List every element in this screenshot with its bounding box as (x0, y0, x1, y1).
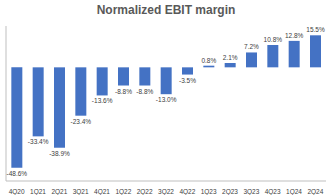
svg-text:-38.9%: -38.9% (49, 150, 70, 157)
svg-text:10.8%: 10.8% (264, 36, 283, 43)
svg-text:-8.8%: -8.8% (115, 88, 132, 95)
svg-text:-48.6%: -48.6% (8, 170, 27, 177)
svg-text:7.2%: 7.2% (244, 43, 259, 50)
svg-text:3Q23: 3Q23 (243, 188, 259, 195)
svg-text:2Q21: 2Q21 (51, 188, 67, 195)
svg-text:4Q22: 4Q22 (179, 188, 195, 195)
svg-text:-3.5%: -3.5% (179, 77, 196, 84)
svg-text:4Q21: 4Q21 (94, 188, 110, 195)
svg-text:-8.8%: -8.8% (136, 88, 153, 95)
svg-text:2Q24: 2Q24 (307, 188, 323, 195)
svg-text:1Q21: 1Q21 (30, 188, 46, 195)
svg-text:-33.4%: -33.4% (28, 138, 49, 145)
html-text:Normalized EBIT margin: Normalized EBIT margin (96, 3, 236, 17)
svg-text:-23.4%: -23.4% (71, 118, 92, 125)
svg-text:2Q22: 2Q22 (137, 188, 153, 195)
svg-text:15.5%: 15.5% (306, 26, 324, 33)
svg-text:3Q21: 3Q21 (73, 188, 89, 195)
svg-text:4Q20: 4Q20 (9, 188, 25, 195)
svg-text:1Q22: 1Q22 (115, 188, 131, 195)
svg-text:4Q23: 4Q23 (265, 188, 281, 195)
svg-text:2Q23: 2Q23 (222, 188, 238, 195)
svg-text:1Q23: 1Q23 (201, 188, 217, 195)
svg-text:3Q22: 3Q22 (158, 188, 174, 195)
svg-text:12.8%: 12.8% (285, 32, 304, 39)
svg-text:-13.6%: -13.6% (92, 97, 113, 104)
svg-text:2.1%: 2.1% (223, 54, 238, 61)
svg-text:1Q24: 1Q24 (286, 188, 302, 195)
svg-text:0.8%: 0.8% (201, 57, 216, 64)
svg-text:-13.0%: -13.0% (156, 96, 177, 103)
